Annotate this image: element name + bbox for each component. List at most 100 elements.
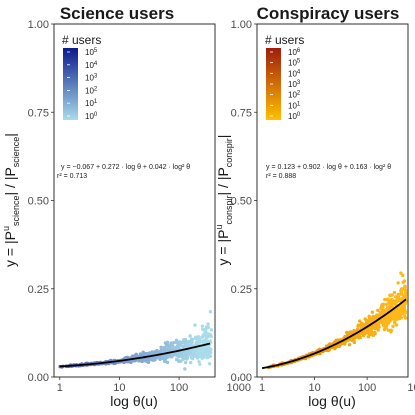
data-point — [399, 290, 404, 295]
points-layer — [267, 271, 408, 370]
data-point — [169, 341, 173, 345]
data-point — [370, 310, 375, 314]
x-axis: 1 10 100 1000 — [259, 377, 415, 394]
data-point — [183, 360, 188, 365]
data-point — [376, 313, 380, 318]
data-point — [394, 323, 399, 327]
data-point — [189, 342, 194, 346]
legend-tick-label: 100 — [288, 112, 301, 121]
data-point — [395, 296, 400, 301]
data-point — [207, 361, 212, 366]
legend-gradient-bar — [63, 48, 78, 120]
x-axis-title: log θ(u) — [308, 393, 355, 409]
data-point — [403, 314, 407, 319]
fit-annotation-equation: y = −0.067 + 0.272 · log θ + 0.042 · log… — [61, 164, 190, 171]
y-tick-label: 0.50 — [28, 196, 49, 208]
y-title-main: y = |P — [2, 231, 18, 267]
chart-title: Conspiracy users — [257, 4, 400, 23]
fit-annotation-equation: y = 0.123 + 0.902 · log θ + 0.163 · log²… — [266, 164, 391, 171]
y-title-sub: science — [11, 195, 21, 226]
data-point — [403, 287, 407, 292]
data-point — [163, 359, 167, 364]
data-point — [359, 323, 364, 327]
y-tick-label: 1.00 — [28, 19, 49, 31]
legend-title: # users — [265, 33, 304, 47]
data-point — [398, 316, 402, 320]
y-axis: 0.00 0.25 0.50 0.75 1.00 — [28, 19, 54, 384]
data-point — [399, 310, 403, 314]
y-title-mid: | / |P — [2, 167, 18, 195]
data-point — [183, 351, 188, 355]
legend-tick-label: 102 — [288, 91, 301, 100]
chart-title: Science users — [60, 4, 174, 23]
data-point — [392, 313, 396, 317]
fit-annotation-r2: r² = 0.888 — [266, 173, 296, 180]
data-point — [388, 293, 393, 298]
data-point — [376, 308, 380, 313]
legend-tick-label: 103 — [85, 74, 98, 83]
data-point — [363, 317, 367, 321]
data-point — [204, 352, 208, 357]
fit-curve — [59, 342, 211, 368]
data-point — [380, 303, 384, 308]
data-point — [384, 326, 388, 330]
y-title-sub2: science — [11, 137, 21, 168]
data-point — [208, 339, 212, 343]
data-point — [376, 328, 380, 332]
data-point — [181, 345, 185, 349]
data-point — [208, 349, 212, 353]
data-point — [177, 359, 181, 364]
data-point — [174, 346, 178, 350]
data-point — [145, 356, 150, 361]
data-point — [383, 297, 387, 302]
y-title-sub: conspir — [224, 195, 234, 224]
data-point — [389, 316, 394, 321]
data-point — [385, 297, 390, 301]
points-layer — [58, 310, 214, 371]
data-point — [366, 335, 370, 339]
legend-tick-label: 106 — [288, 48, 301, 57]
data-point — [146, 352, 150, 356]
data-point — [384, 302, 389, 307]
data-point — [196, 335, 201, 339]
y-tick-label: 0.50 — [231, 196, 252, 208]
data-point — [200, 352, 204, 356]
data-point — [188, 349, 192, 353]
data-point — [347, 342, 352, 347]
data-point — [363, 330, 368, 334]
data-point — [380, 312, 384, 316]
data-point — [158, 357, 162, 361]
data-point — [206, 322, 210, 326]
data-point — [197, 360, 201, 364]
data-point — [403, 311, 408, 315]
data-point — [206, 334, 211, 339]
data-point — [208, 347, 212, 351]
data-point — [129, 360, 133, 365]
data-point — [349, 330, 353, 334]
legend-tick-label: 104 — [288, 69, 301, 78]
data-point — [209, 328, 214, 332]
y-title-sup: u — [214, 225, 224, 230]
data-point — [187, 352, 192, 356]
data-point — [381, 321, 386, 325]
data-point — [352, 329, 356, 333]
data-point — [373, 330, 377, 335]
data-point — [132, 359, 137, 363]
data-point — [153, 358, 157, 362]
y-tick-label: 0.75 — [231, 107, 252, 119]
data-point — [178, 352, 182, 357]
x-tick-label: 1 — [259, 382, 265, 394]
x-tick-label: 1000 — [407, 382, 415, 394]
y-tick-label: 1.00 — [231, 19, 252, 31]
data-point — [386, 328, 391, 333]
data-point — [204, 329, 208, 333]
data-point — [198, 348, 203, 352]
y-tick-label: 0.00 — [28, 372, 49, 384]
data-point — [174, 340, 178, 345]
legend: # users 105 104 103 102 101 100 — [62, 33, 101, 121]
fit-curve — [261, 298, 407, 370]
legend-title: # users — [62, 33, 101, 47]
y-axis-title: y = |Puconspir| / |Pconspir| — [214, 135, 234, 266]
y-tick-label: 0.25 — [231, 284, 252, 296]
